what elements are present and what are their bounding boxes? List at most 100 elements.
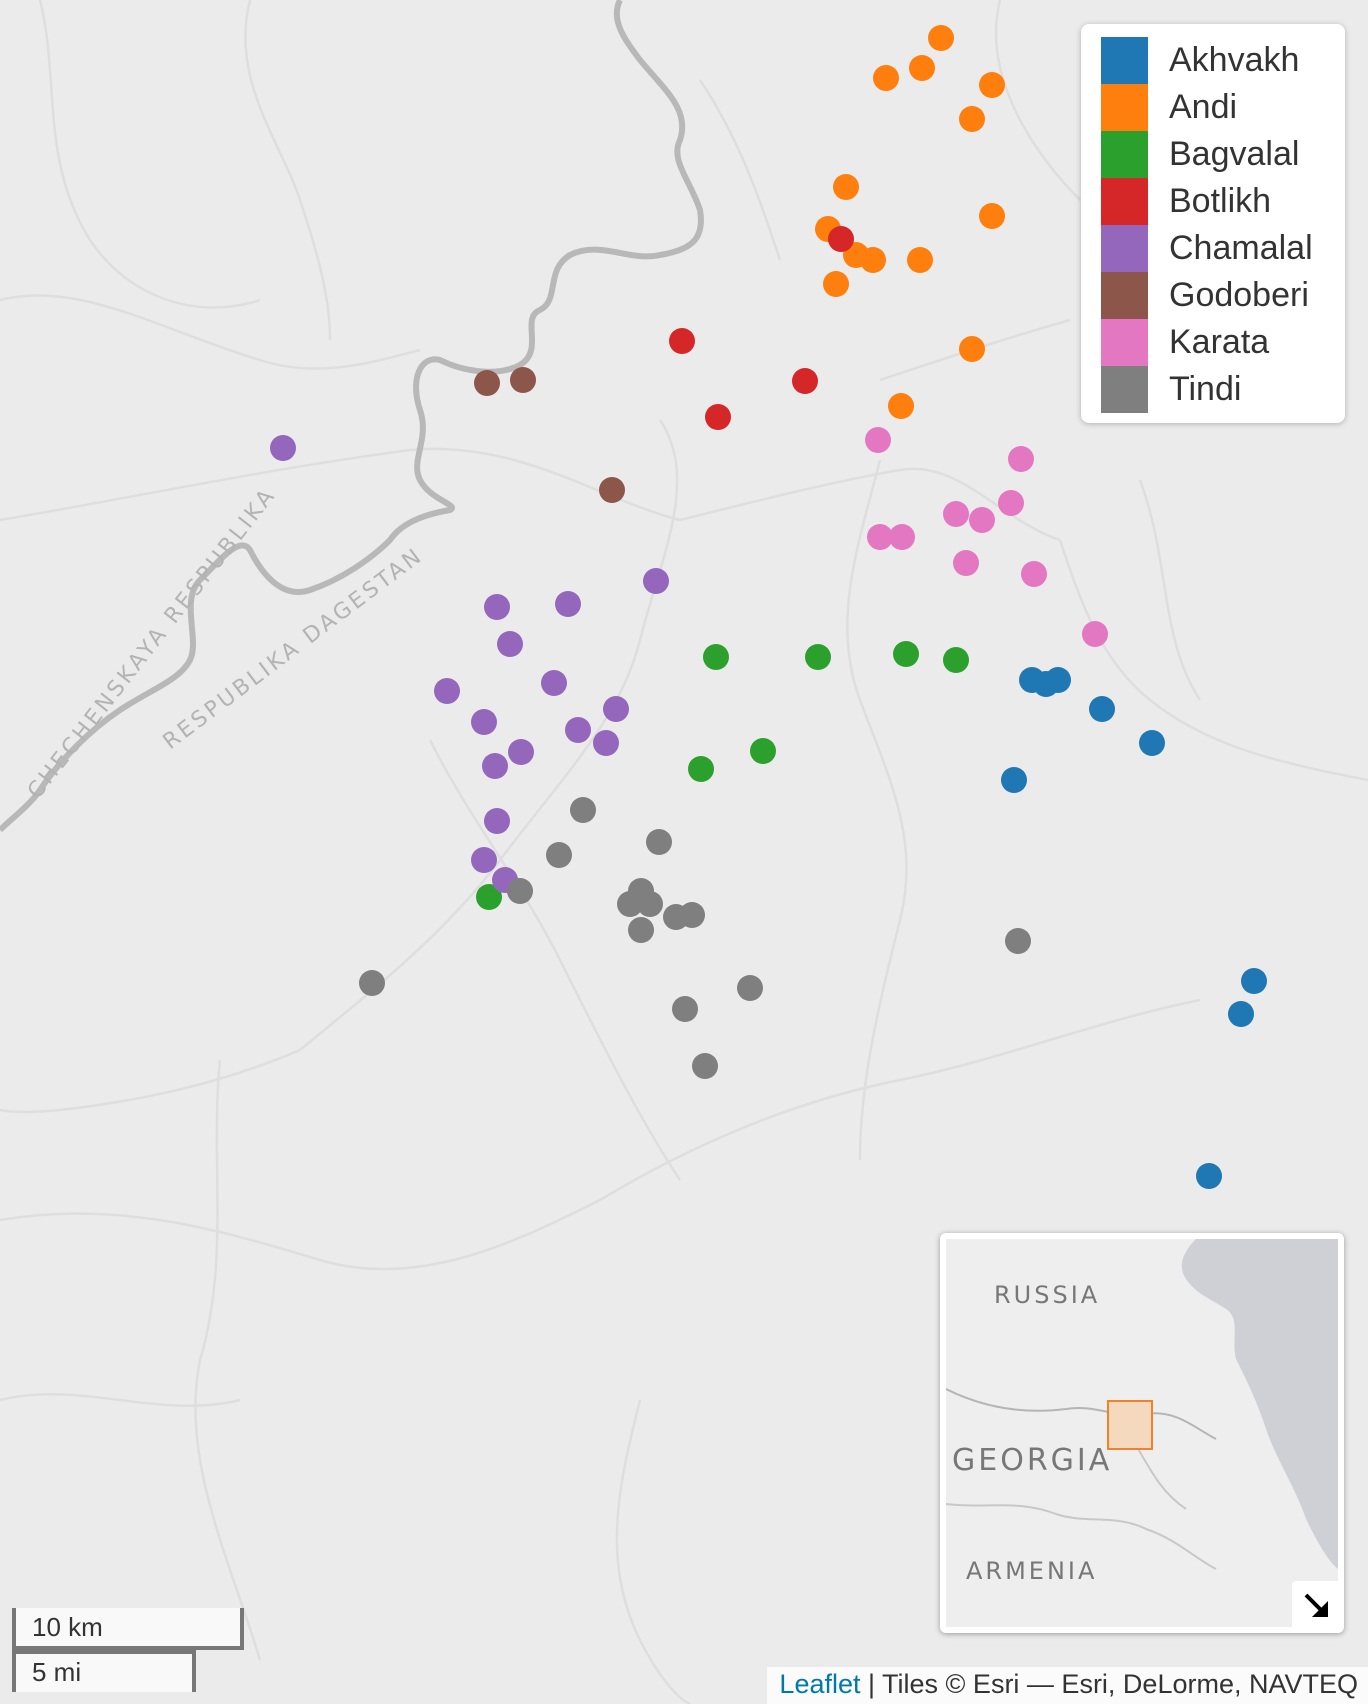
marker-karata[interactable] — [867, 524, 893, 550]
marker-chamalal[interactable] — [555, 591, 581, 617]
marker-bagvalal[interactable] — [688, 756, 714, 782]
marker-tindi[interactable] — [1005, 928, 1031, 954]
marker-andi[interactable] — [909, 55, 935, 81]
marker-chamalal[interactable] — [434, 678, 460, 704]
marker-botlikh[interactable] — [705, 404, 731, 430]
marker-karata[interactable] — [1021, 561, 1047, 587]
marker-akhvakh[interactable] — [1139, 730, 1165, 756]
marker-akhvakh[interactable] — [1196, 1163, 1222, 1189]
marker-tindi[interactable] — [672, 996, 698, 1022]
marker-chamalal[interactable] — [270, 435, 296, 461]
legend-item-chamalal: Chamalal — [1081, 225, 1345, 272]
marker-chamalal[interactable] — [603, 696, 629, 722]
marker-akhvakh[interactable] — [1001, 767, 1027, 793]
marker-chamalal[interactable] — [508, 739, 534, 765]
marker-andi[interactable] — [888, 393, 914, 419]
marker-karata[interactable] — [943, 501, 969, 527]
marker-bagvalal[interactable] — [703, 644, 729, 670]
legend-label: Chamalal — [1169, 229, 1313, 267]
marker-karata[interactable] — [998, 490, 1024, 516]
legend-label: Botlikh — [1169, 182, 1272, 220]
marker-akhvakh[interactable] — [1089, 696, 1115, 722]
marker-chamalal[interactable] — [484, 808, 510, 834]
marker-chamalal[interactable] — [497, 631, 523, 657]
marker-chamalal[interactable] — [643, 568, 669, 594]
marker-andi[interactable] — [823, 271, 849, 297]
marker-karata[interactable] — [889, 524, 915, 550]
legend-label: Andi — [1169, 88, 1238, 126]
marker-karata[interactable] — [865, 427, 891, 453]
legend-item-andi: Andi — [1081, 84, 1345, 131]
marker-andi[interactable] — [928, 25, 954, 51]
marker-bagvalal[interactable] — [893, 641, 919, 667]
russia-label: RUSSIA — [994, 1281, 1101, 1309]
marker-chamalal[interactable] — [541, 670, 567, 696]
marker-akhvakh[interactable] — [1045, 667, 1071, 693]
marker-bagvalal[interactable] — [943, 647, 969, 673]
village-markers — [270, 25, 1267, 1189]
marker-tindi[interactable] — [617, 891, 643, 917]
marker-chamalal[interactable] — [471, 709, 497, 735]
legend-item-botlikh: Botlikh — [1081, 178, 1345, 225]
marker-andi[interactable] — [860, 247, 886, 273]
marker-tindi[interactable] — [692, 1053, 718, 1079]
legend-item-tindi: Tindi — [1081, 366, 1345, 413]
minimap-toggle-button[interactable] — [1292, 1581, 1342, 1631]
marker-botlikh[interactable] — [828, 226, 854, 252]
marker-chamalal[interactable] — [565, 717, 591, 743]
legend-swatch — [1101, 319, 1148, 366]
marker-bagvalal[interactable] — [476, 884, 502, 910]
marker-karata[interactable] — [1008, 446, 1034, 472]
marker-botlikh[interactable] — [669, 328, 695, 354]
legend-swatch — [1101, 178, 1148, 225]
marker-karata[interactable] — [953, 550, 979, 576]
legend-label: Karata — [1169, 323, 1270, 361]
marker-andi[interactable] — [959, 336, 985, 362]
chechnya-dagestan-border — [0, 0, 704, 833]
minimap-view[interactable]: RUSSIA GEORGIA ARMENIA — [946, 1239, 1338, 1627]
marker-karata[interactable] — [969, 507, 995, 533]
marker-tindi[interactable] — [737, 975, 763, 1001]
marker-andi[interactable] — [979, 72, 1005, 98]
legend-item-karata: Karata — [1081, 319, 1345, 366]
marker-botlikh[interactable] — [792, 368, 818, 394]
marker-andi[interactable] — [907, 247, 933, 273]
marker-tindi[interactable] — [507, 878, 533, 904]
leaflet-link[interactable]: Leaflet — [779, 1669, 861, 1699]
legend-swatch — [1101, 366, 1148, 413]
legend-swatch — [1101, 272, 1148, 319]
marker-bagvalal[interactable] — [750, 738, 776, 764]
marker-andi[interactable] — [959, 106, 985, 132]
marker-tindi[interactable] — [628, 917, 654, 943]
legend-swatch — [1101, 131, 1148, 178]
marker-chamalal[interactable] — [593, 730, 619, 756]
marker-tindi[interactable] — [359, 970, 385, 996]
marker-andi[interactable] — [833, 174, 859, 200]
marker-chamalal[interactable] — [482, 753, 508, 779]
legend-item-godoberi: Godoberi — [1081, 272, 1345, 319]
marker-godoberi[interactable] — [474, 370, 500, 396]
marker-karata[interactable] — [1082, 621, 1108, 647]
marker-godoberi[interactable] — [510, 367, 536, 393]
overview-minimap[interactable]: RUSSIA GEORGIA ARMENIA — [940, 1233, 1344, 1633]
legend-label: Tindi — [1169, 370, 1242, 408]
marker-tindi[interactable] — [637, 891, 663, 917]
current-view-box[interactable] — [1107, 1400, 1153, 1450]
marker-andi[interactable] — [979, 203, 1005, 229]
marker-chamalal[interactable] — [471, 847, 497, 873]
minimap-base — [946, 1239, 1338, 1570]
scale-bar-imperial: 5 mi — [12, 1650, 196, 1692]
marker-akhvakh[interactable] — [1241, 968, 1267, 994]
marker-akhvakh[interactable] — [1228, 1001, 1254, 1027]
marker-andi[interactable] — [873, 65, 899, 91]
legend-swatch — [1101, 37, 1148, 84]
marker-bagvalal[interactable] — [805, 644, 831, 670]
marker-tindi[interactable] — [570, 797, 596, 823]
marker-godoberi[interactable] — [599, 477, 625, 503]
marker-tindi[interactable] — [646, 829, 672, 855]
marker-chamalal[interactable] — [484, 594, 510, 620]
marker-tindi[interactable] — [546, 842, 572, 868]
marker-tindi[interactable] — [679, 902, 705, 928]
